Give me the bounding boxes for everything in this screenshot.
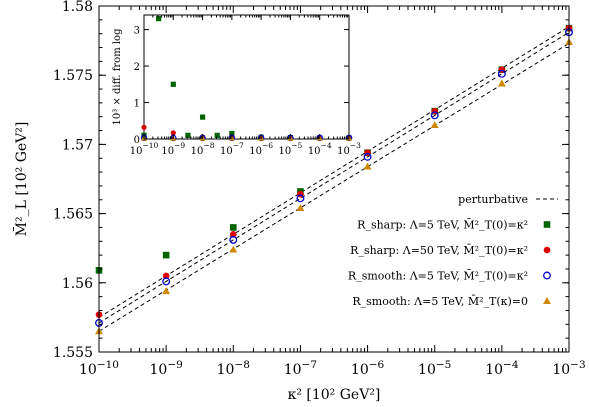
data-point-series-3-7	[497, 69, 506, 78]
data-point-series-4-6	[430, 121, 439, 128]
x-tick-label: 10−10	[79, 359, 119, 378]
inset-point-series-1-3	[170, 81, 176, 87]
inset-y-tick-label: 1	[134, 99, 140, 110]
y-tick-label: 1.58	[62, 0, 93, 15]
legend-symbol	[543, 246, 551, 254]
x-tick-label: 10−7	[284, 359, 317, 378]
y-axis-label: M̄²_L [10² GeV²]	[12, 122, 30, 237]
inset-y-tick-label: 0	[134, 135, 140, 146]
data-point-series-3-6	[430, 111, 439, 120]
x-tick-label: 10−6	[351, 359, 385, 378]
inset-x-tick-label: 10−7	[220, 141, 244, 157]
data-point-series-4-5	[363, 162, 372, 170]
legend-symbol	[543, 271, 551, 280]
data-point-series-3-3	[229, 235, 238, 244]
inset-x-tick-label: 10−6	[249, 141, 273, 157]
x-tick-label: 10−9	[149, 359, 182, 378]
data-point-series-4-3	[229, 245, 238, 253]
inset-x-tick-label: 10−8	[191, 141, 215, 157]
inset-x-tick-label: 10−5	[279, 141, 303, 157]
inset-point-series-1-2	[156, 16, 162, 22]
inset-y-tick-label: 2	[134, 62, 140, 73]
data-point-series-4-7	[497, 79, 506, 87]
legend-symbol	[543, 221, 551, 228]
y-tick-label: 1.57	[62, 137, 93, 153]
legend-symbol	[543, 297, 551, 304]
legend-label: R_sharp: Λ=50 TeV, M̄²_T(0)=κ²	[350, 244, 528, 257]
data-point-series-1-2	[162, 251, 170, 259]
data-point-series-3-4	[296, 194, 305, 203]
legend-label: perturbative	[458, 193, 528, 206]
inset-point-series-1-4	[185, 132, 191, 138]
inset-frame	[143, 14, 350, 140]
x-tick-label: 10−4	[485, 359, 519, 378]
main-plot: 10−10 10−9 10−8 10−7 10−6 10−5 10−4 10−31.5551.…	[12, 0, 585, 403]
data-point-series-4-2	[162, 287, 171, 295]
inset-y-tick-label: 3	[134, 26, 140, 37]
inset-x-tick-label: 10−9	[161, 141, 185, 157]
legend-label: R_smooth: Λ=5 TeV, M̄²_T(0)=κ²	[348, 269, 528, 282]
x-tick-label: 10−5	[418, 359, 451, 378]
perturbative-line-3	[98, 42, 570, 332]
inset-x-tick-label: 10−3	[337, 141, 361, 157]
perturbative-line-2	[98, 31, 570, 324]
y-tick-label: 1.56	[62, 276, 93, 292]
inset-point-series-1-6	[214, 132, 220, 138]
y-tick-label: 1.575	[53, 68, 93, 84]
y-tick-label: 1.565	[53, 207, 93, 223]
data-point-series-3-5	[363, 152, 372, 161]
data-point-series-4-4	[296, 204, 305, 212]
perturbative-line-1	[98, 26, 570, 318]
data-point-series-2-3	[229, 231, 237, 238]
legend-label: R_smooth: Λ=5 TeV, M̄²_T(κ)=0	[352, 295, 528, 308]
inset-x-tick-label: 10−4	[308, 141, 332, 157]
data-point-series-1-3	[229, 224, 237, 231]
inset-point-series-1-7	[229, 130, 235, 137]
data-point-series-2-2	[162, 272, 170, 280]
plot-frame	[98, 5, 570, 353]
inset-point-series-2-1	[141, 124, 147, 130]
inset-y-axis-label: 10³ × diff. from log	[112, 28, 123, 126]
x-axis-label: κ² [10² GeV²]	[288, 387, 381, 403]
y-tick-label: 1.555	[53, 345, 93, 361]
inset-point-series-1-5	[199, 114, 206, 120]
inset-point-series-2-2	[170, 130, 176, 136]
x-tick-label: 10−3	[552, 359, 585, 378]
inset-x-tick-label: 10−10	[130, 141, 159, 157]
legend-label: R_sharp: Λ=5 TeV, M̄²_T(0)=κ²	[357, 218, 528, 231]
data-point-series-3-2	[162, 277, 171, 286]
x-tick-label: 10−8	[217, 359, 250, 378]
